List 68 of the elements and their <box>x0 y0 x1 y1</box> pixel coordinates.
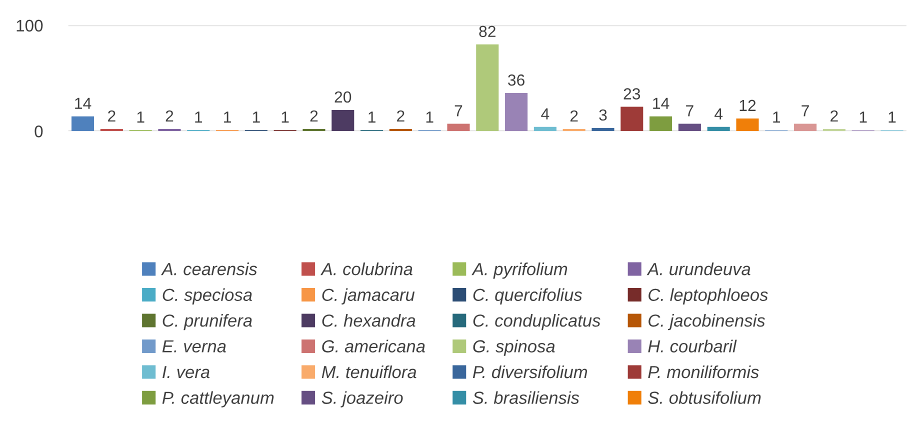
bar <box>794 124 817 132</box>
data-label: 1 <box>368 112 376 123</box>
legend-label: M. tenuiflora <box>322 365 416 378</box>
bar <box>332 110 354 132</box>
legend-label: I. vera <box>162 366 210 378</box>
legend-label: A. colubrina <box>320 262 412 276</box>
data-label: 2 <box>310 110 318 122</box>
data-label: 14 <box>653 98 670 109</box>
data-label: 14 <box>75 98 92 109</box>
data-label: 1 <box>137 112 144 123</box>
data-label: 1 <box>773 112 780 123</box>
bar <box>505 93 528 132</box>
data-label: 20 <box>334 91 352 103</box>
bar <box>650 116 672 132</box>
legend-label: C. jacobinensis <box>648 314 765 330</box>
data-label: 1 <box>195 112 202 123</box>
data-label: 23 <box>624 88 640 100</box>
data-label: 3 <box>599 109 607 121</box>
legend-label: G. spinosa <box>473 340 555 356</box>
legend-label: S. joazeiro <box>322 391 403 408</box>
legend-label: C. conduplicatus <box>473 314 600 330</box>
legend-label: C. prunifera <box>162 314 252 330</box>
bar <box>736 118 759 132</box>
bar <box>534 126 556 132</box>
legend-label: C. quercifolius <box>473 288 582 304</box>
bar <box>620 106 644 132</box>
legend-label: S. obtusifolium <box>648 391 761 404</box>
legend-label: A. urundeuva <box>646 262 750 276</box>
bar <box>447 124 470 132</box>
legend-label: C. leptophloeos <box>648 288 768 304</box>
legend-label: C. jamacaru <box>322 288 415 304</box>
legend-label: E. verna <box>162 340 226 352</box>
bar <box>592 128 614 132</box>
y-tick-label: 0 <box>34 126 43 138</box>
data-label: 1 <box>282 112 289 123</box>
data-label: 1 <box>426 112 434 123</box>
data-label: 4 <box>541 108 550 120</box>
y-tick-label: 100 <box>16 20 43 32</box>
legend-label: C. hexandra <box>322 314 416 327</box>
data-label: 36 <box>508 74 524 86</box>
data-label: 7 <box>454 105 462 116</box>
legend-label: G. americana <box>322 340 425 352</box>
data-label: 1 <box>860 112 867 123</box>
data-label: 2 <box>830 110 838 122</box>
bar <box>707 126 730 132</box>
data-label: 1 <box>224 112 231 123</box>
bar <box>72 116 94 132</box>
data-label: 2 <box>108 110 116 122</box>
data-label: 82 <box>479 26 496 38</box>
legend-label: P. cattleyanum <box>162 391 274 408</box>
data-label: 1 <box>252 112 260 123</box>
bar <box>678 124 701 132</box>
data-label: 2 <box>397 110 404 122</box>
data-label: 7 <box>802 105 809 116</box>
data-label: 4 <box>714 108 723 120</box>
legend-label: H. courbaril <box>648 340 737 352</box>
legend-label: P. moniliformis <box>648 365 759 378</box>
legend-label: P. diversifolium <box>472 365 588 378</box>
data-label: 2 <box>166 110 174 122</box>
data-label: 12 <box>740 100 756 111</box>
data-label: 1 <box>888 112 896 123</box>
legend-label: S. brasiliensis <box>472 391 580 404</box>
legend-label: A. cearensis <box>160 262 258 276</box>
legend-label: A. pyrifolium <box>472 262 568 279</box>
bar <box>476 44 499 132</box>
data-label: 2 <box>570 110 578 122</box>
data-label: 7 <box>686 105 694 116</box>
legend-label: C. speciosa <box>162 288 252 304</box>
